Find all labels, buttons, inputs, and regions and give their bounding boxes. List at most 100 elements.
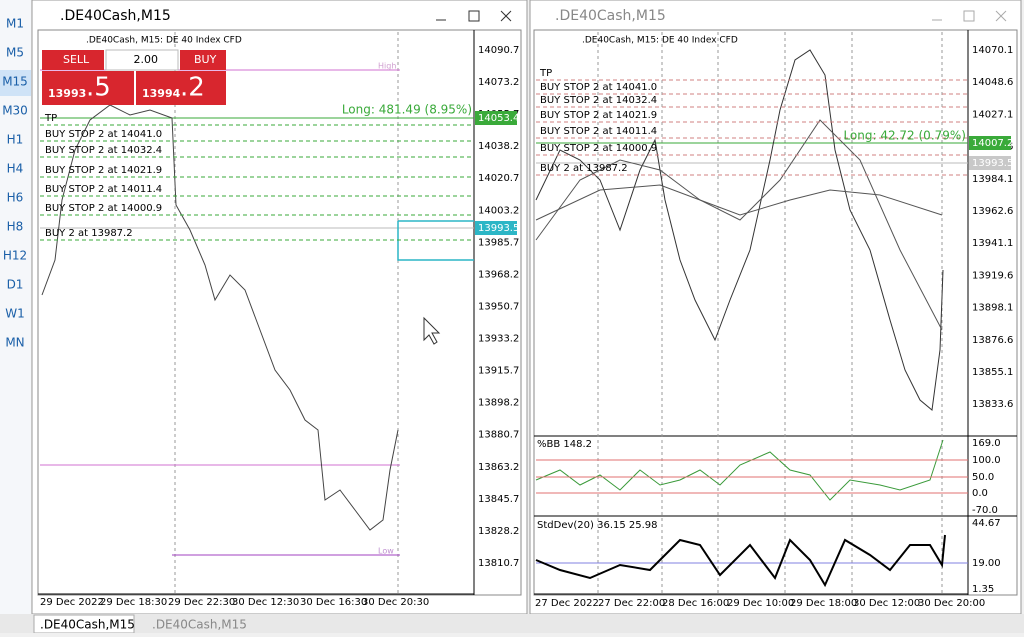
timeframe[interactable]: MN bbox=[5, 336, 24, 350]
order-label: BUY STOP 2 at 14041.0 bbox=[45, 129, 162, 140]
price-label: 13810.7 bbox=[478, 558, 519, 569]
time-label: 29 Dec 2022 bbox=[40, 597, 104, 608]
tab-label[interactable]: .DE40Cash,M15 bbox=[152, 618, 247, 632]
timeframe[interactable]: M5 bbox=[6, 46, 24, 60]
bollinger-upper bbox=[535, 119, 943, 331]
bid-box[interactable] bbox=[42, 71, 134, 105]
price-label: 14003.2 bbox=[478, 205, 519, 216]
bb-levels bbox=[536, 459, 968, 494]
price-label: 14070.1 bbox=[972, 45, 1013, 56]
timeframe[interactable]: H6 bbox=[7, 191, 24, 205]
order-label: BUY STOP 2 at 14000.9 bbox=[45, 203, 162, 214]
bb-label: 0.0 bbox=[972, 488, 988, 499]
std-label: 44.67 bbox=[972, 518, 1001, 529]
price-label: 14027.1 bbox=[972, 109, 1013, 120]
timeframe[interactable]: H8 bbox=[7, 220, 24, 234]
position-label: Long: 481.49 (8.95%) bbox=[342, 103, 472, 117]
bb-label: -70.0 bbox=[972, 505, 998, 516]
price-label: 13845.7 bbox=[478, 494, 519, 505]
price-label: 14073.2 bbox=[478, 77, 519, 88]
order-label: BUY 2 at 13987.2 bbox=[45, 228, 133, 239]
price-label: 13863.2 bbox=[478, 462, 519, 473]
sell-button[interactable] bbox=[42, 50, 104, 70]
ask-main: 13994 bbox=[142, 87, 181, 100]
buy-label[interactable]: BUY bbox=[194, 53, 217, 66]
order-label: BUY STOP 2 at 14011.4 bbox=[45, 184, 162, 195]
timeframe[interactable]: H12 bbox=[3, 249, 27, 263]
time-label: 29 Dec 18:30 bbox=[100, 597, 167, 608]
window-title: .DE40Cash,M15 bbox=[60, 8, 171, 24]
price-label: 13985.7 bbox=[478, 237, 519, 248]
order-label: BUY STOP 2 at 14021.9 bbox=[540, 110, 657, 121]
bb-label: 100.0 bbox=[972, 455, 1001, 466]
window-controls[interactable] bbox=[436, 10, 512, 22]
low-label: Low bbox=[378, 547, 394, 556]
left-chart bbox=[37, 29, 522, 596]
price-tag bbox=[475, 111, 517, 125]
price-label: 13880.7 bbox=[478, 430, 519, 441]
ask-box[interactable] bbox=[136, 71, 226, 105]
price-label: 13898.1 bbox=[972, 303, 1013, 314]
chart-header: .DE40Cash, M15: DE 40 Index CFD bbox=[86, 36, 242, 46]
bid-main: 13993 bbox=[48, 87, 86, 100]
timeframe[interactable]: M1 bbox=[6, 17, 24, 31]
mouse-cursor bbox=[423, 316, 441, 345]
price-label: 13933.2 bbox=[478, 334, 519, 345]
price-label: 14090.7 bbox=[478, 45, 519, 56]
sell-label[interactable]: SELL bbox=[63, 53, 90, 66]
high-label: High bbox=[378, 62, 396, 71]
price-tag bbox=[969, 136, 1011, 150]
active-timeframe bbox=[0, 70, 31, 96]
window-title: .DE40Cash,M15 bbox=[555, 8, 666, 24]
order-label: TP bbox=[539, 68, 552, 79]
bid-big: .5 bbox=[86, 73, 111, 103]
price-label: 14020.7 bbox=[478, 173, 519, 184]
time-label: 27 Dec 2022 bbox=[535, 598, 599, 609]
time-label: 29 Dec 22:30 bbox=[168, 597, 235, 608]
time-label: 29 Dec 10:00 bbox=[727, 598, 794, 609]
time-label: 30 Dec 20:30 bbox=[362, 597, 429, 608]
volume-field[interactable] bbox=[105, 49, 179, 71]
price-label: 13876.6 bbox=[972, 335, 1013, 346]
price-label: 13833.6 bbox=[972, 399, 1013, 410]
volume[interactable]: 2.00 bbox=[134, 53, 159, 66]
timeframe[interactable]: M30 bbox=[2, 104, 28, 118]
price-label: 13962.6 bbox=[972, 206, 1013, 217]
std-label: 1.35 bbox=[972, 584, 994, 595]
time-label: 30 Dec 12:00 bbox=[853, 598, 920, 609]
price-label: 13915.7 bbox=[478, 366, 519, 377]
ask-big: .2 bbox=[180, 73, 205, 103]
time-label: 27 Dec 22:00 bbox=[598, 598, 665, 609]
timeframe[interactable]: H1 bbox=[7, 133, 24, 147]
timeframe[interactable]: D1 bbox=[7, 278, 24, 292]
chart-header: .DE40Cash, M15: DE 40 Index CFD bbox=[582, 36, 738, 46]
timeframe[interactable]: H4 bbox=[7, 162, 24, 176]
timeframe[interactable]: M15 bbox=[2, 75, 28, 89]
price-label: 13855.1 bbox=[972, 367, 1013, 378]
std-trace bbox=[535, 534, 946, 588]
price-trace bbox=[41, 104, 399, 531]
window-controls[interactable] bbox=[932, 10, 1007, 22]
price-tag bbox=[969, 156, 1011, 170]
timeframe[interactable]: W1 bbox=[5, 307, 25, 321]
price-label: 13828.2 bbox=[478, 526, 519, 537]
order-label: BUY STOP 2 at 14032.4 bbox=[540, 95, 657, 106]
tab-label[interactable]: .DE40Cash,M15 bbox=[40, 618, 135, 632]
cyan-box bbox=[397, 220, 474, 261]
order-label: BUY STOP 2 at 14021.9 bbox=[45, 165, 162, 176]
indicator-label: %BB 148.2 bbox=[537, 439, 592, 450]
separators bbox=[597, 32, 943, 594]
price-label: 13941.1 bbox=[972, 238, 1013, 249]
order-label: BUY STOP 2 at 14011.4 bbox=[540, 126, 657, 137]
order-label: BUY STOP 2 at 14041.0 bbox=[540, 82, 657, 93]
time-label: 29 Dec 18:00 bbox=[790, 598, 857, 609]
price-label: 14048.6 bbox=[972, 77, 1013, 88]
time-label: 28 Dec 16:00 bbox=[662, 598, 729, 609]
sidebar bbox=[0, 0, 31, 614]
bb-label: 50.0 bbox=[972, 472, 994, 483]
price-tag-label: 14007.2 bbox=[972, 138, 1013, 149]
buy-button[interactable] bbox=[180, 50, 226, 70]
price-label: 13950.7 bbox=[478, 301, 519, 312]
order-label: BUY STOP 2 at 14000.9 bbox=[540, 143, 657, 154]
